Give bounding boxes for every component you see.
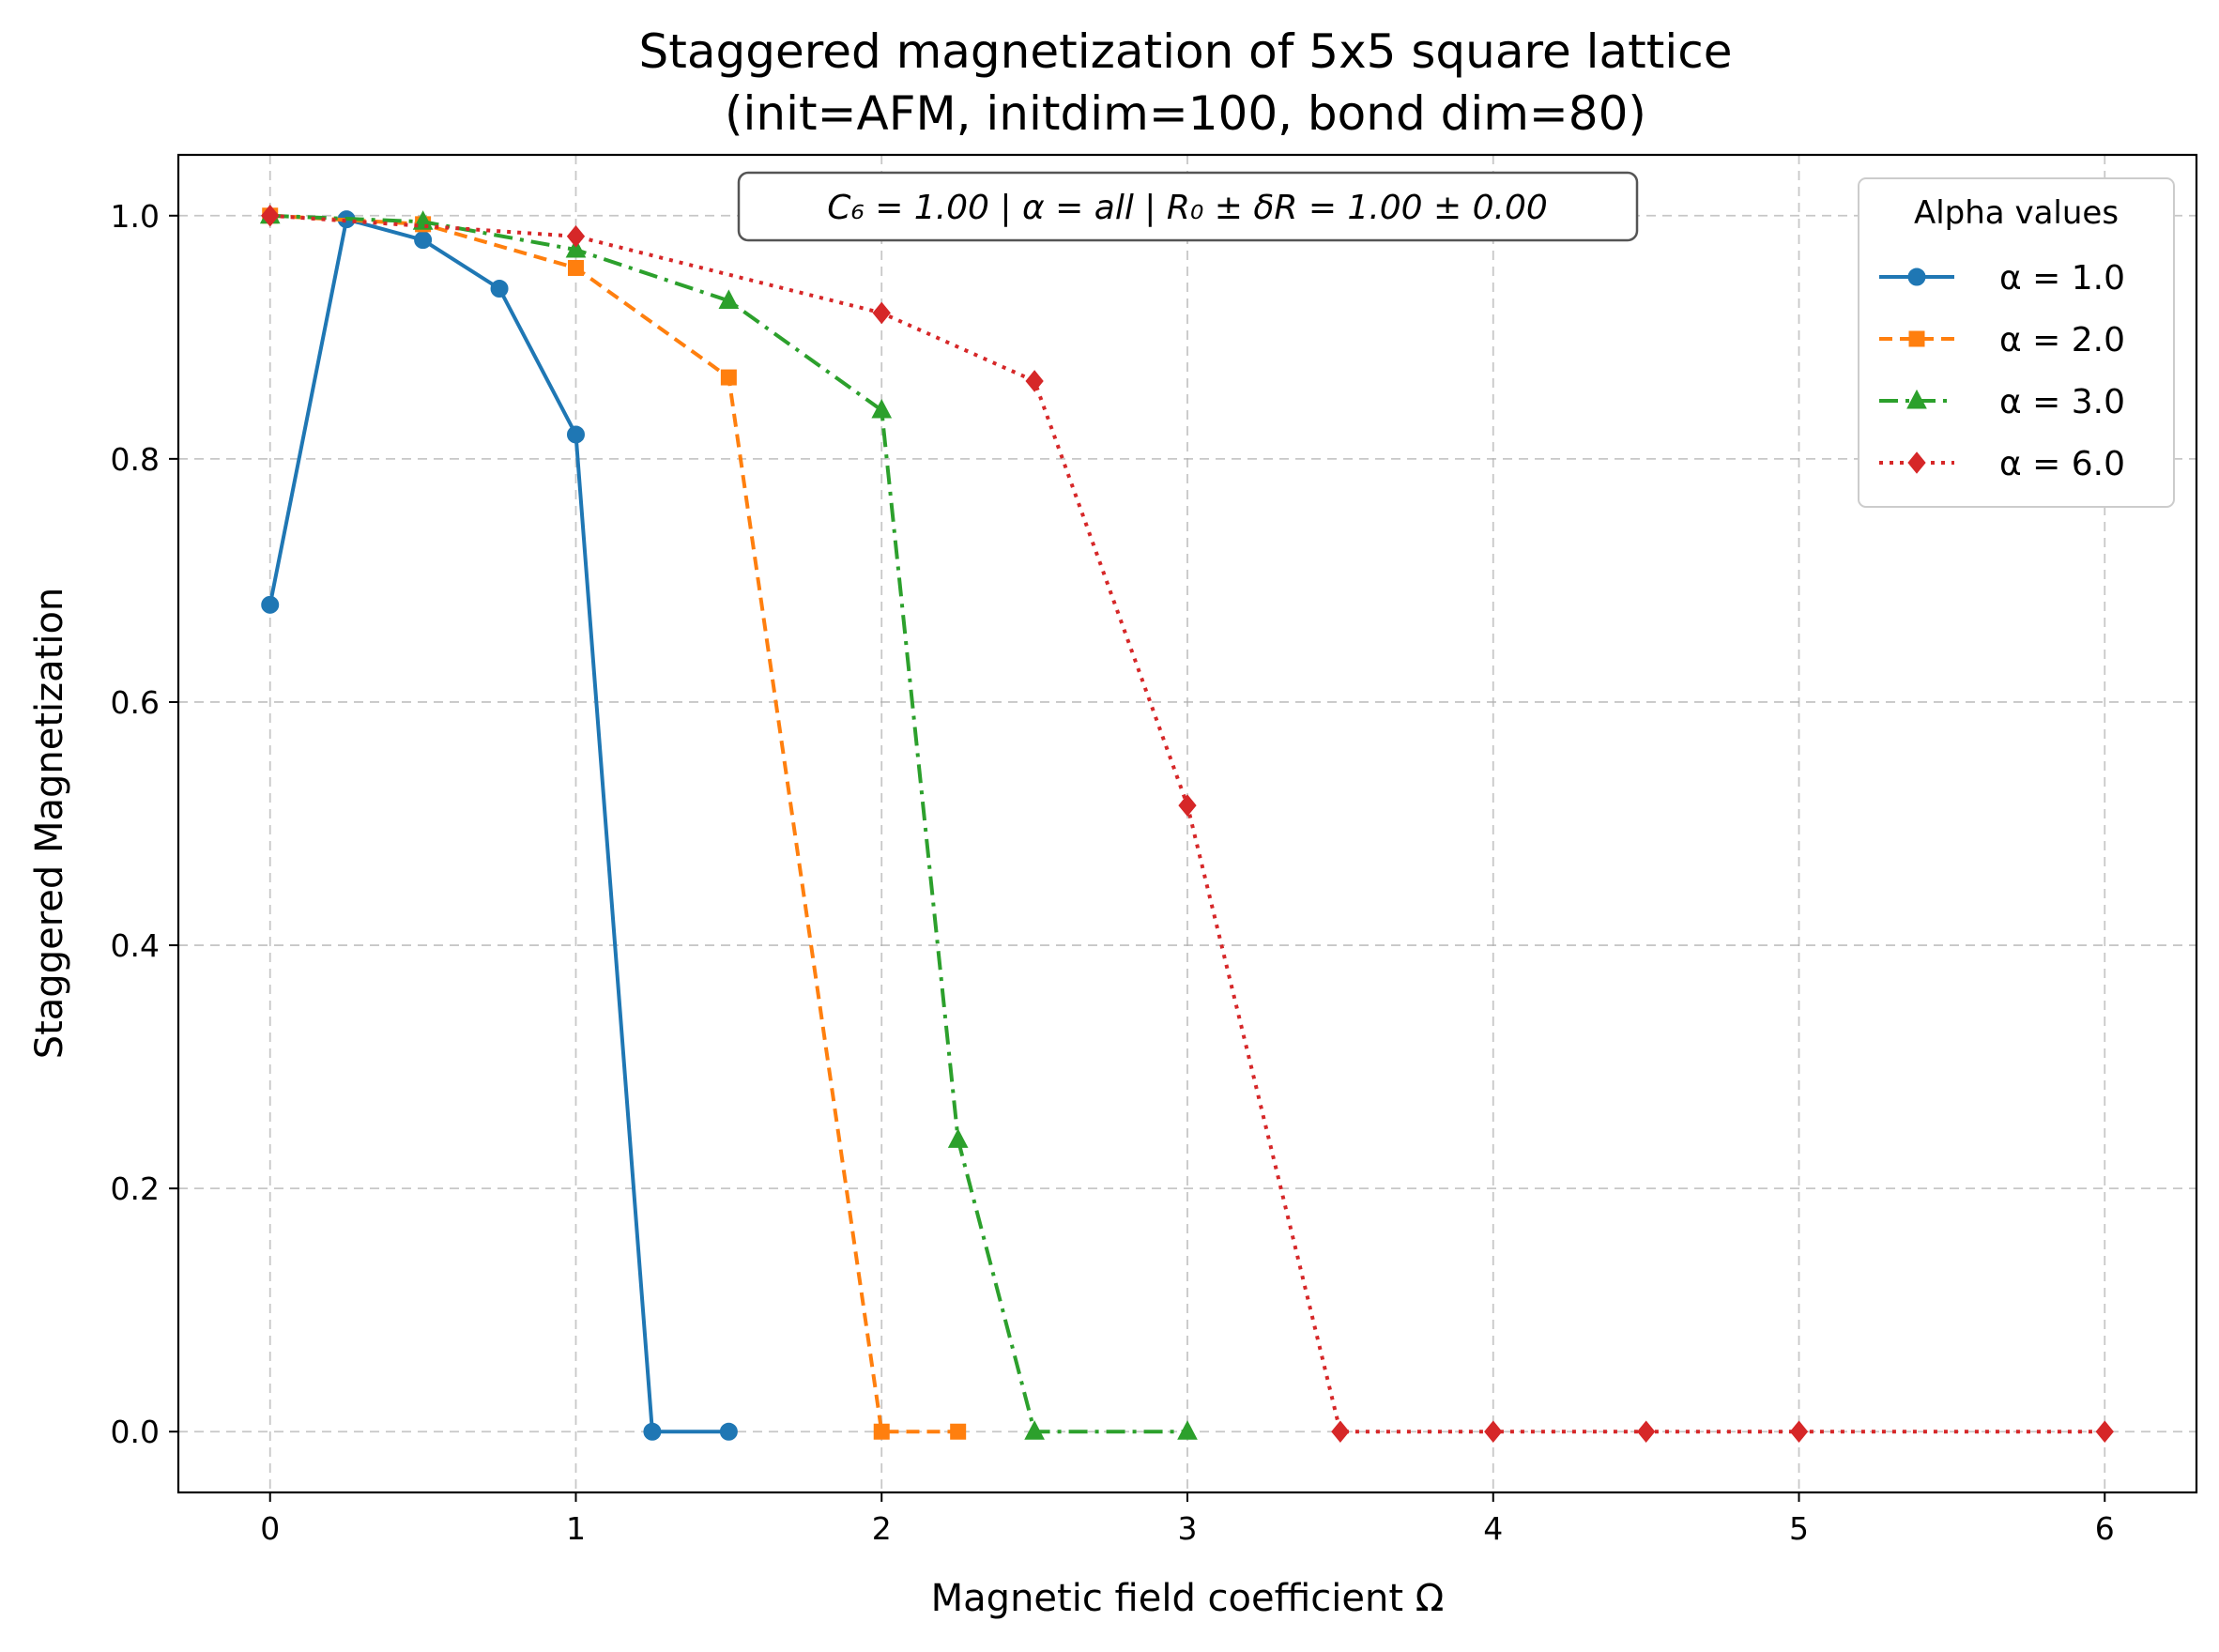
annotation-box: C₆ = 1.00 | α = all | R₀ ± δR = 1.00 ± 0… — [737, 171, 1639, 242]
legend-marker — [1906, 389, 1927, 409]
data-point — [719, 1422, 738, 1441]
data-point — [1177, 1420, 1198, 1440]
x-tick-label: 2 — [872, 1510, 892, 1547]
data-point — [490, 280, 509, 298]
x-tick-label: 5 — [1789, 1510, 1809, 1547]
data-point — [718, 289, 740, 309]
series-line — [269, 213, 2105, 1434]
y-tick-label: 0.2 — [111, 1170, 160, 1207]
data-point — [947, 1128, 969, 1148]
chart-title: Staggered magnetization of 5x5 square la… — [639, 24, 1733, 79]
x-tick-label: 4 — [1483, 1510, 1503, 1547]
data-point — [1024, 1420, 1045, 1440]
data-point — [566, 225, 586, 248]
y-tick-label: 1.0 — [111, 198, 160, 235]
x-tick-label: 3 — [1178, 1510, 1198, 1547]
data-point — [873, 1423, 890, 1440]
data-point — [950, 1423, 967, 1440]
data-point — [1178, 794, 1197, 817]
data-point — [1331, 1420, 1350, 1444]
legend-entry: α = 6.0 — [1879, 445, 2125, 483]
legend-entry: α = 1.0 — [1879, 259, 2125, 298]
x-axis-label: Magnetic field coefficient Ω — [931, 1577, 1445, 1620]
y-axis-label: Staggered Magnetization — [28, 588, 71, 1060]
x-tick-label: 6 — [2095, 1510, 2115, 1547]
data-point — [643, 1422, 662, 1441]
legend-marker — [1908, 330, 1925, 347]
data-point — [1484, 1420, 1503, 1444]
data-point — [567, 259, 584, 276]
legend-frame — [1858, 177, 2175, 508]
data-point — [720, 369, 737, 386]
y-tick-label: 0.4 — [111, 927, 160, 964]
legend-marker — [1907, 268, 1926, 286]
y-tick-label: 0.8 — [111, 441, 160, 478]
legend-entry: α = 3.0 — [1879, 383, 2125, 421]
data-point — [1636, 1420, 1656, 1444]
y-axis-ticks: 0.0 0.2 0.4 0.6 0.8 1.0 — [111, 198, 178, 1450]
data-point — [871, 398, 893, 419]
y-tick-label: 0.6 — [111, 684, 160, 721]
data-point — [566, 425, 585, 444]
legend-label: α = 1.0 — [1999, 259, 2125, 298]
annotation-text: C₆ = 1.00 | α = all | R₀ ± δR = 1.00 ± 0… — [827, 189, 1548, 227]
chart-subtitle: (init=AFM, initdim=100, bond dim=80) — [725, 86, 1646, 141]
x-axis-ticks: 0 1 2 3 4 5 6 — [260, 1492, 2115, 1547]
data-point — [1025, 370, 1044, 392]
legend-label: α = 2.0 — [1999, 321, 2125, 359]
data-point — [261, 595, 280, 614]
legend-title: Alpha values — [1914, 194, 2119, 232]
data-point — [414, 231, 433, 250]
legend-entries: α = 1.0 α = 2.0 α = 3.0 α = 6.0 — [1879, 259, 2125, 483]
legend-label: α = 6.0 — [1999, 445, 2125, 483]
legend-marker — [1907, 451, 1926, 474]
data-point — [565, 237, 587, 258]
legend-label: α = 3.0 — [1999, 383, 2125, 421]
legend-entry: α = 2.0 — [1879, 321, 2125, 359]
data-point — [1789, 1420, 1809, 1444]
y-tick-label: 0.0 — [111, 1414, 160, 1450]
data-point — [872, 301, 891, 325]
data-point — [2095, 1420, 2114, 1444]
data-point — [261, 204, 280, 227]
legend: Alpha values α = 1.0 α = 2.0 α = 3.0 α = 6.… — [1858, 177, 2175, 508]
series-layer — [259, 204, 2114, 1444]
x-tick-label: 0 — [260, 1510, 280, 1547]
x-tick-label: 1 — [566, 1510, 586, 1547]
series-4 — [261, 204, 2114, 1444]
